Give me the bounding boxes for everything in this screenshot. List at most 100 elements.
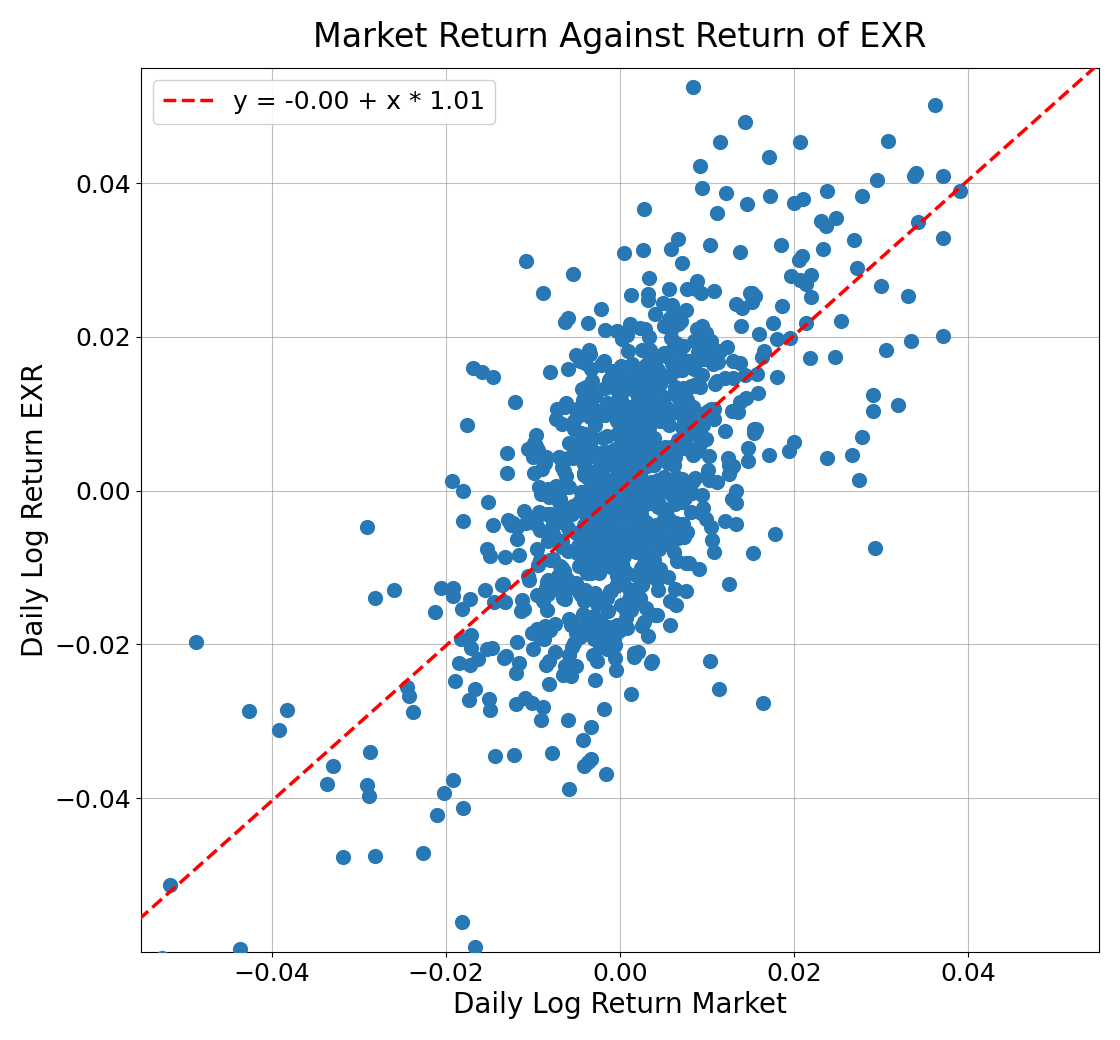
Point [683, 425, 701, 442]
Point [710, 133, 728, 150]
Point [603, 558, 620, 575]
Point [622, 685, 640, 702]
Point [460, 657, 478, 674]
Point [846, 231, 864, 248]
Point [662, 321, 680, 338]
Point [590, 639, 608, 655]
Point [540, 586, 558, 602]
Point [665, 580, 683, 597]
Point [519, 568, 536, 584]
Point [627, 531, 645, 548]
Point [640, 454, 657, 471]
Point [609, 500, 627, 517]
Point [655, 511, 673, 527]
Point [559, 450, 577, 467]
Point [589, 476, 607, 493]
Point [755, 343, 773, 360]
Point [642, 568, 660, 584]
Point [595, 443, 613, 460]
Point [601, 531, 619, 548]
Point [482, 547, 500, 564]
Point [659, 513, 676, 529]
Point [645, 451, 663, 468]
Point [589, 518, 607, 535]
Point [576, 456, 594, 472]
Point [690, 352, 708, 368]
Point [553, 560, 571, 576]
Point [628, 477, 646, 494]
Point [595, 494, 613, 511]
Point [672, 439, 690, 456]
Point [668, 335, 685, 352]
Point [498, 465, 516, 482]
Point [559, 520, 577, 537]
Point [532, 712, 550, 729]
Point [588, 652, 606, 669]
Point [628, 431, 646, 447]
Point [153, 950, 171, 966]
Point [631, 466, 648, 483]
Point [654, 318, 672, 335]
Point [644, 432, 662, 448]
Point [617, 603, 635, 620]
Point [596, 535, 614, 551]
Point [506, 393, 524, 410]
Point [580, 439, 598, 456]
Point [480, 691, 498, 707]
Point [614, 443, 632, 460]
Point [607, 459, 625, 475]
Point [688, 272, 706, 289]
Point [608, 568, 626, 584]
Point [543, 576, 561, 593]
Point [624, 475, 642, 492]
Point [662, 593, 680, 609]
Point [560, 435, 578, 451]
Point [781, 442, 799, 459]
Point [445, 772, 463, 788]
Point [704, 400, 722, 417]
Point [446, 673, 464, 690]
Point [624, 476, 642, 493]
Point [587, 629, 605, 646]
Point [571, 497, 589, 514]
Point [436, 785, 454, 802]
Point [902, 333, 920, 349]
Point [366, 848, 384, 864]
Point [641, 420, 659, 437]
Point [724, 402, 741, 419]
Point [651, 561, 669, 577]
Point [613, 479, 631, 496]
Point [510, 654, 528, 671]
Point [633, 478, 651, 495]
Point [629, 644, 647, 660]
Point [478, 541, 496, 557]
Point [691, 420, 709, 437]
Point [665, 483, 683, 499]
Point [627, 421, 645, 438]
Point [606, 650, 624, 667]
Point [577, 538, 595, 554]
Point [643, 652, 661, 669]
Point [664, 304, 682, 320]
Point [662, 240, 680, 257]
Point [318, 776, 336, 792]
Point [669, 527, 687, 544]
Point [578, 432, 596, 448]
Point [557, 313, 575, 330]
Point [681, 396, 699, 413]
Point [564, 421, 582, 438]
Point [673, 337, 691, 354]
Point [591, 357, 609, 373]
Point [581, 565, 599, 581]
Point [693, 367, 711, 384]
Point [642, 494, 660, 511]
Point [599, 494, 617, 511]
Point [534, 593, 552, 609]
Point [620, 591, 638, 607]
Point [666, 449, 684, 466]
Point [576, 758, 594, 775]
Point [604, 483, 622, 499]
Point [622, 463, 640, 479]
Point [584, 483, 601, 499]
Point [619, 401, 637, 418]
